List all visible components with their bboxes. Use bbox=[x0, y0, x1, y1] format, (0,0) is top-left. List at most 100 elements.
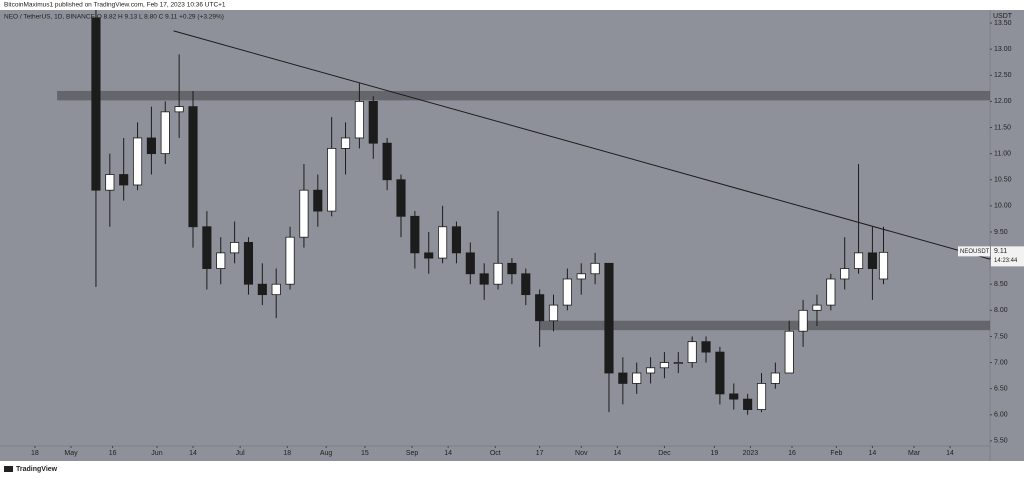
x-tick-label: Mar bbox=[908, 450, 921, 457]
candle-body bbox=[646, 367, 656, 374]
candle-body bbox=[243, 242, 254, 285]
y-tick-label: 13.00 bbox=[994, 46, 1012, 53]
logo bbox=[4, 466, 13, 472]
x-tick-label: Sep bbox=[406, 450, 419, 457]
x-tick-label: 14 bbox=[869, 450, 877, 457]
candle-body bbox=[729, 393, 739, 400]
x-tick-label: Jun bbox=[151, 450, 162, 457]
countdown-text: 14:23:44 bbox=[994, 258, 1018, 264]
y-tick-label: 10.50 bbox=[994, 177, 1012, 184]
candle-body bbox=[701, 341, 711, 353]
x-tick-label: May bbox=[64, 450, 78, 457]
candle-body bbox=[618, 372, 628, 384]
candle-body bbox=[188, 106, 198, 228]
candle-body bbox=[160, 111, 170, 155]
candle-body bbox=[396, 179, 406, 217]
candle-body bbox=[465, 252, 475, 275]
symbol-tag bbox=[958, 246, 990, 257]
candle-body bbox=[521, 273, 531, 296]
candle-body bbox=[257, 283, 267, 296]
x-tick-label: 14 bbox=[946, 450, 954, 457]
y-tick-label: 6.50 bbox=[994, 386, 1008, 393]
candle-body bbox=[659, 362, 669, 369]
candle-body bbox=[410, 215, 420, 254]
x-tick-label: Oct bbox=[490, 450, 501, 457]
y-tick-label: 13.50 bbox=[994, 20, 1012, 27]
x-tick-label: 17 bbox=[536, 450, 544, 457]
candle-body bbox=[756, 383, 767, 410]
y-tick-label: 8.50 bbox=[994, 281, 1008, 288]
candle-body bbox=[840, 268, 850, 280]
x-tick-label: Feb bbox=[830, 450, 842, 457]
candle-body bbox=[132, 137, 143, 186]
candle-body bbox=[451, 226, 462, 254]
candle-body bbox=[438, 226, 448, 259]
candle-body bbox=[798, 309, 808, 332]
candle-body bbox=[632, 372, 642, 384]
x-tick-label: 14 bbox=[613, 450, 621, 457]
y-tick-label: 8.00 bbox=[994, 307, 1008, 314]
candle-body bbox=[299, 189, 309, 238]
y-tick-label: 7.50 bbox=[994, 333, 1008, 340]
x-tick-label: 14 bbox=[444, 450, 452, 457]
x-tick-label: Nov bbox=[575, 450, 588, 457]
x-tick-label: 19 bbox=[710, 450, 718, 457]
symbol-tag-text: NEOUSDT bbox=[960, 249, 990, 255]
trendline bbox=[173, 30, 991, 260]
y-tick-label: 12.00 bbox=[994, 98, 1012, 105]
candle-body bbox=[119, 174, 129, 186]
y-tick-label: 7.00 bbox=[994, 359, 1008, 366]
candle-body bbox=[507, 262, 517, 275]
y-tick-label: 5.50 bbox=[994, 438, 1008, 445]
candle-body bbox=[285, 236, 295, 285]
candle-body bbox=[743, 398, 753, 410]
candle-body bbox=[784, 330, 794, 374]
candle-body bbox=[604, 262, 614, 374]
candle-body bbox=[590, 262, 600, 275]
candle-body bbox=[562, 278, 572, 306]
x-tick-label: 18 bbox=[283, 450, 291, 457]
candle-body bbox=[535, 294, 545, 322]
candle-body bbox=[493, 262, 503, 285]
candle-body bbox=[230, 242, 240, 254]
candle-body bbox=[826, 278, 836, 306]
x-tick-label: Dec bbox=[658, 450, 671, 457]
y-tick-label: 11.50 bbox=[994, 124, 1011, 131]
x-tick-label: 15 bbox=[361, 450, 369, 457]
price-tag-text: 9.11 bbox=[994, 248, 1007, 255]
zone bbox=[539, 320, 990, 331]
legend-text: NEO / TetherUS, 1D, BINANCE O 8.82 H 9.1… bbox=[4, 14, 224, 21]
header: BitcoinMaximus1 published on TradingView… bbox=[4, 2, 226, 9]
x-tick-label: 2023 bbox=[743, 450, 759, 457]
candle-body bbox=[271, 283, 281, 296]
y-tick-label: 11.00 bbox=[994, 150, 1011, 157]
candle-body bbox=[382, 142, 392, 181]
candle-body bbox=[216, 252, 226, 269]
candle-body bbox=[202, 226, 212, 269]
x-tick-label: 14 bbox=[189, 450, 197, 457]
y-tick-label: 9.50 bbox=[994, 229, 1008, 236]
price-tag bbox=[991, 246, 1024, 267]
y-tick-label: 10.00 bbox=[994, 203, 1012, 210]
x-tick-label: 16 bbox=[788, 450, 796, 457]
candle-body bbox=[867, 252, 877, 269]
candle-body bbox=[687, 341, 697, 363]
candle-body bbox=[354, 101, 364, 139]
candle-body bbox=[812, 304, 822, 311]
candle-body bbox=[174, 106, 184, 113]
candle-body bbox=[91, 17, 101, 191]
candle-body bbox=[368, 101, 378, 144]
y-tick-label: 6.00 bbox=[994, 412, 1008, 419]
candle-body bbox=[340, 137, 351, 149]
candle-body bbox=[715, 351, 725, 395]
candle-body bbox=[548, 304, 559, 322]
candle-body bbox=[479, 273, 489, 285]
y-tick-label: 12.50 bbox=[994, 72, 1012, 79]
x-tick-label: 18 bbox=[31, 450, 39, 457]
candle-body bbox=[576, 273, 586, 280]
y-unit: USDT bbox=[993, 13, 1013, 20]
candle-body bbox=[770, 372, 780, 384]
candle-body bbox=[327, 148, 337, 212]
